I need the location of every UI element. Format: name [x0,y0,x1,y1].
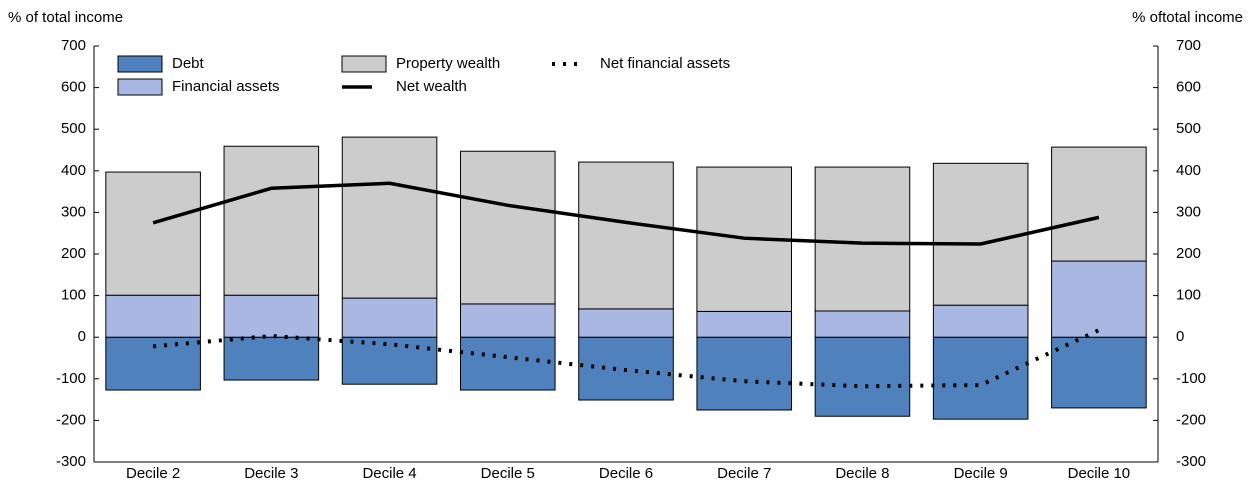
x-tick-label: Decile 8 [835,465,889,482]
bar [223,336,320,381]
bar [814,310,911,338]
x-tick-label: Decile 4 [362,465,416,482]
bar [341,136,438,299]
y-axis-label: % of total income [8,9,123,26]
y2-tick-label: 100 [1176,287,1201,304]
y-tick-label: 100 [61,287,86,304]
legend-swatch [117,78,163,96]
bar [578,161,674,310]
x-tick-label: Decile 6 [599,465,653,482]
x-tick-label: Decile 5 [481,465,535,482]
y2-tick-label: -100 [1176,370,1206,387]
y-tick-label: 300 [61,203,86,220]
bar [932,304,1029,338]
bar [223,294,320,338]
y2-tick-label: 600 [1176,79,1201,96]
legend-label: Net wealth [396,78,467,95]
legend-swatch [341,55,387,73]
bar [696,310,793,338]
bar [814,336,911,417]
bar [459,336,556,391]
bar [578,308,674,338]
line [152,181,1100,246]
y-tick-label: 700 [61,37,86,54]
y2-tick-label: -300 [1176,453,1206,470]
y-tick-label: 0 [78,328,86,345]
bar [1051,146,1147,262]
bar [1051,336,1147,409]
bar [696,336,793,411]
bar [341,336,438,385]
bar [459,150,556,305]
y2-tick-label: 0 [1176,328,1184,345]
legend-label: Debt [172,55,205,72]
legend-label: Net financial assets [600,55,730,72]
y2-tick-label: 400 [1176,162,1201,179]
bar [932,162,1029,306]
y-tick-label: -100 [56,370,86,387]
y-tick-label: -200 [56,411,86,428]
x-tick-label: Decile 2 [126,465,180,482]
bar [1051,260,1147,338]
y-tick-label: 400 [61,162,86,179]
x-tick-label: Decile 7 [717,465,771,482]
legend-swatch [117,55,163,73]
x-tick-label: Decile 9 [954,465,1008,482]
y-tick-label: 500 [61,120,86,137]
line [152,328,1100,389]
y2-tick-label: 700 [1176,37,1201,54]
legend-label: Property wealth [396,55,500,72]
y2-tick-label: -200 [1176,411,1206,428]
y-tick-label: -300 [56,453,86,470]
bar [341,297,438,338]
y2-tick-label: 500 [1176,120,1201,137]
x-tick-label: Decile 10 [1068,465,1131,482]
bar [223,145,320,296]
y2-tick-label: 300 [1176,203,1201,220]
bar [459,303,556,338]
y-tick-label: 600 [61,79,86,96]
y-tick-label: 200 [61,245,86,262]
bar [105,171,201,296]
bar [932,336,1029,420]
x-tick-label: Decile 3 [244,465,298,482]
bar [814,166,911,312]
y2-axis-label: % oftotal income [1132,9,1243,26]
legend-label: Financial assets [172,78,280,95]
y2-tick-label: 200 [1176,245,1201,262]
bar [105,294,201,338]
